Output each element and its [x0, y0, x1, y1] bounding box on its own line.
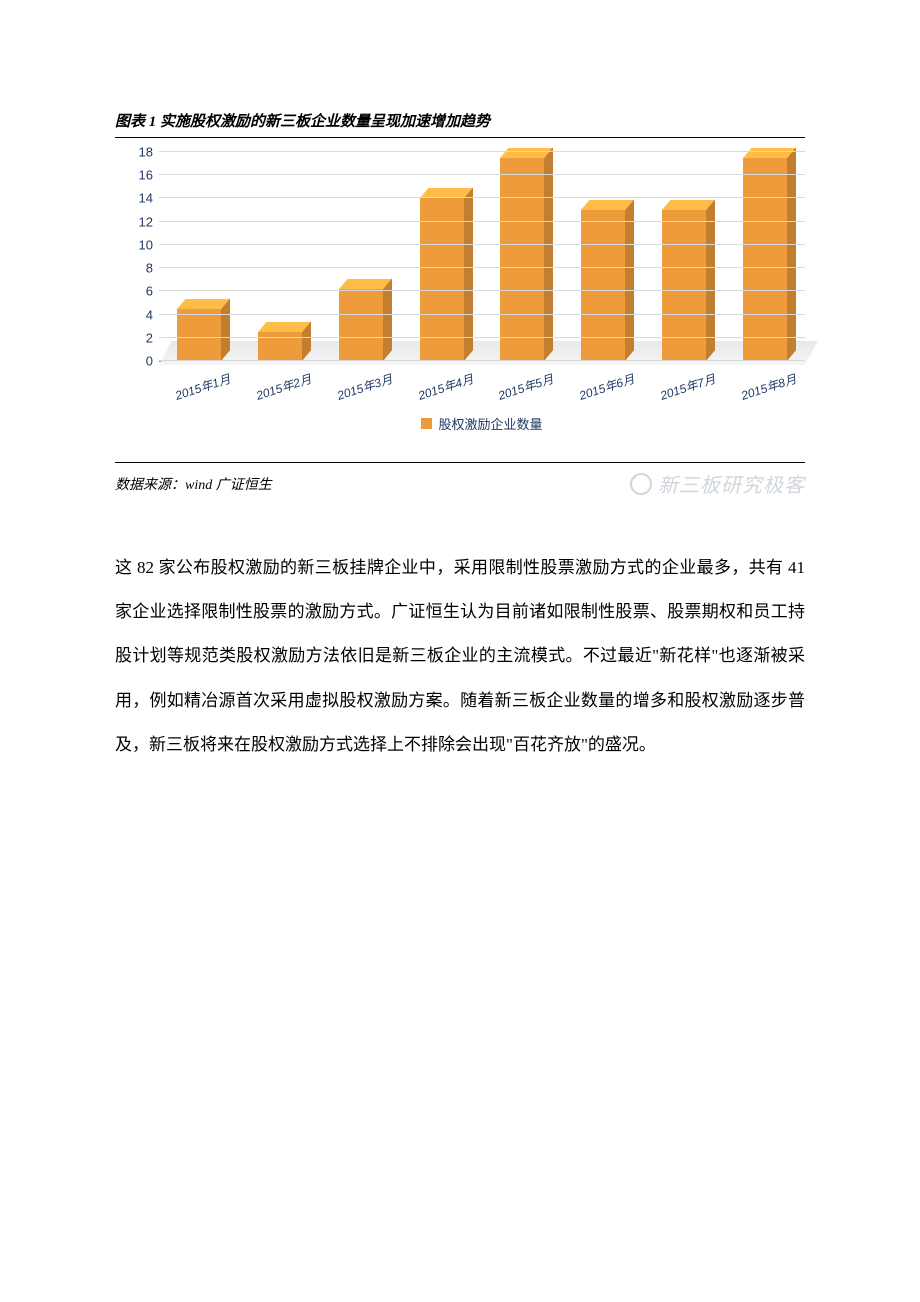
bar-top [662, 200, 714, 210]
y-tick-label: 0 [123, 355, 153, 368]
chart-legend: 股权激励企业数量 [159, 414, 805, 433]
grid-line [159, 267, 805, 268]
y-tick-label: 12 [123, 215, 153, 228]
body-paragraph: 这 82 家公布股权激励的新三板挂牌企业中，采用限制性股票激励方式的企业最多，共… [115, 546, 805, 767]
x-axis-labels: 2015年1月2015年2月2015年3月2015年4月2015年5月2015年… [159, 370, 805, 414]
bar-top [258, 322, 310, 332]
bar [339, 289, 383, 361]
bar-side [787, 147, 796, 361]
bar [177, 309, 221, 361]
chart-container: 024681012141618 2015年1月2015年2月2015年3月201… [115, 152, 805, 452]
bar-top [177, 299, 229, 309]
watermark: 新三板研究极客 [630, 469, 805, 498]
x-tick-label: 2015年1月 [173, 374, 225, 420]
bar-front [662, 210, 706, 361]
bar-top [743, 148, 795, 158]
bar-top [500, 148, 552, 158]
x-tick-label: 2015年2月 [254, 374, 306, 420]
x-tick-label: 2015年4月 [415, 374, 467, 420]
watermark-text: 新三板研究极客 [658, 469, 805, 498]
bar [500, 158, 544, 361]
grid-line [159, 197, 805, 198]
bars-group [159, 152, 805, 361]
bar-side [221, 298, 230, 361]
y-tick-label: 6 [123, 285, 153, 298]
y-tick-label: 4 [123, 308, 153, 321]
grid-line [159, 174, 805, 175]
y-tick-label: 14 [123, 192, 153, 205]
bar-side [464, 188, 473, 361]
y-tick-label: 18 [123, 146, 153, 159]
grid-line [159, 244, 805, 245]
bar-front [743, 158, 787, 361]
bar-front [581, 210, 625, 361]
bar [581, 210, 625, 361]
source-row: 数据来源：wind 广证恒生 新三板研究极客 [115, 462, 805, 498]
bar [662, 210, 706, 361]
grid-line [159, 290, 805, 291]
data-source-text: 数据来源：wind 广证恒生 [115, 474, 272, 494]
bar [743, 158, 787, 361]
bar-front [177, 309, 221, 361]
y-tick-label: 16 [123, 169, 153, 182]
x-tick-label: 2015年6月 [577, 374, 629, 420]
bar-side [544, 147, 553, 361]
chart-title: 图表 1 实施股权激励的新三板企业数量呈现加速增加趋势 [115, 110, 805, 138]
legend-label: 股权激励企业数量 [438, 414, 542, 433]
x-tick-label: 2015年7月 [658, 374, 710, 420]
y-tick-label: 8 [123, 262, 153, 275]
x-tick-label: 2015年3月 [335, 374, 387, 420]
bar-front [500, 158, 544, 361]
bar-front [339, 289, 383, 361]
grid-line [159, 360, 805, 361]
wechat-icon [630, 473, 652, 495]
grid-line [159, 221, 805, 222]
y-tick-label: 2 [123, 331, 153, 344]
grid-line [159, 337, 805, 338]
chart-plot-area: 024681012141618 [159, 152, 805, 362]
grid-line [159, 314, 805, 315]
y-tick-label: 10 [123, 238, 153, 251]
x-tick-label: 2015年8月 [738, 374, 790, 420]
bar-top [581, 200, 633, 210]
grid-line [159, 151, 805, 152]
bar-top [339, 279, 391, 289]
x-tick-label: 2015年5月 [496, 374, 548, 420]
